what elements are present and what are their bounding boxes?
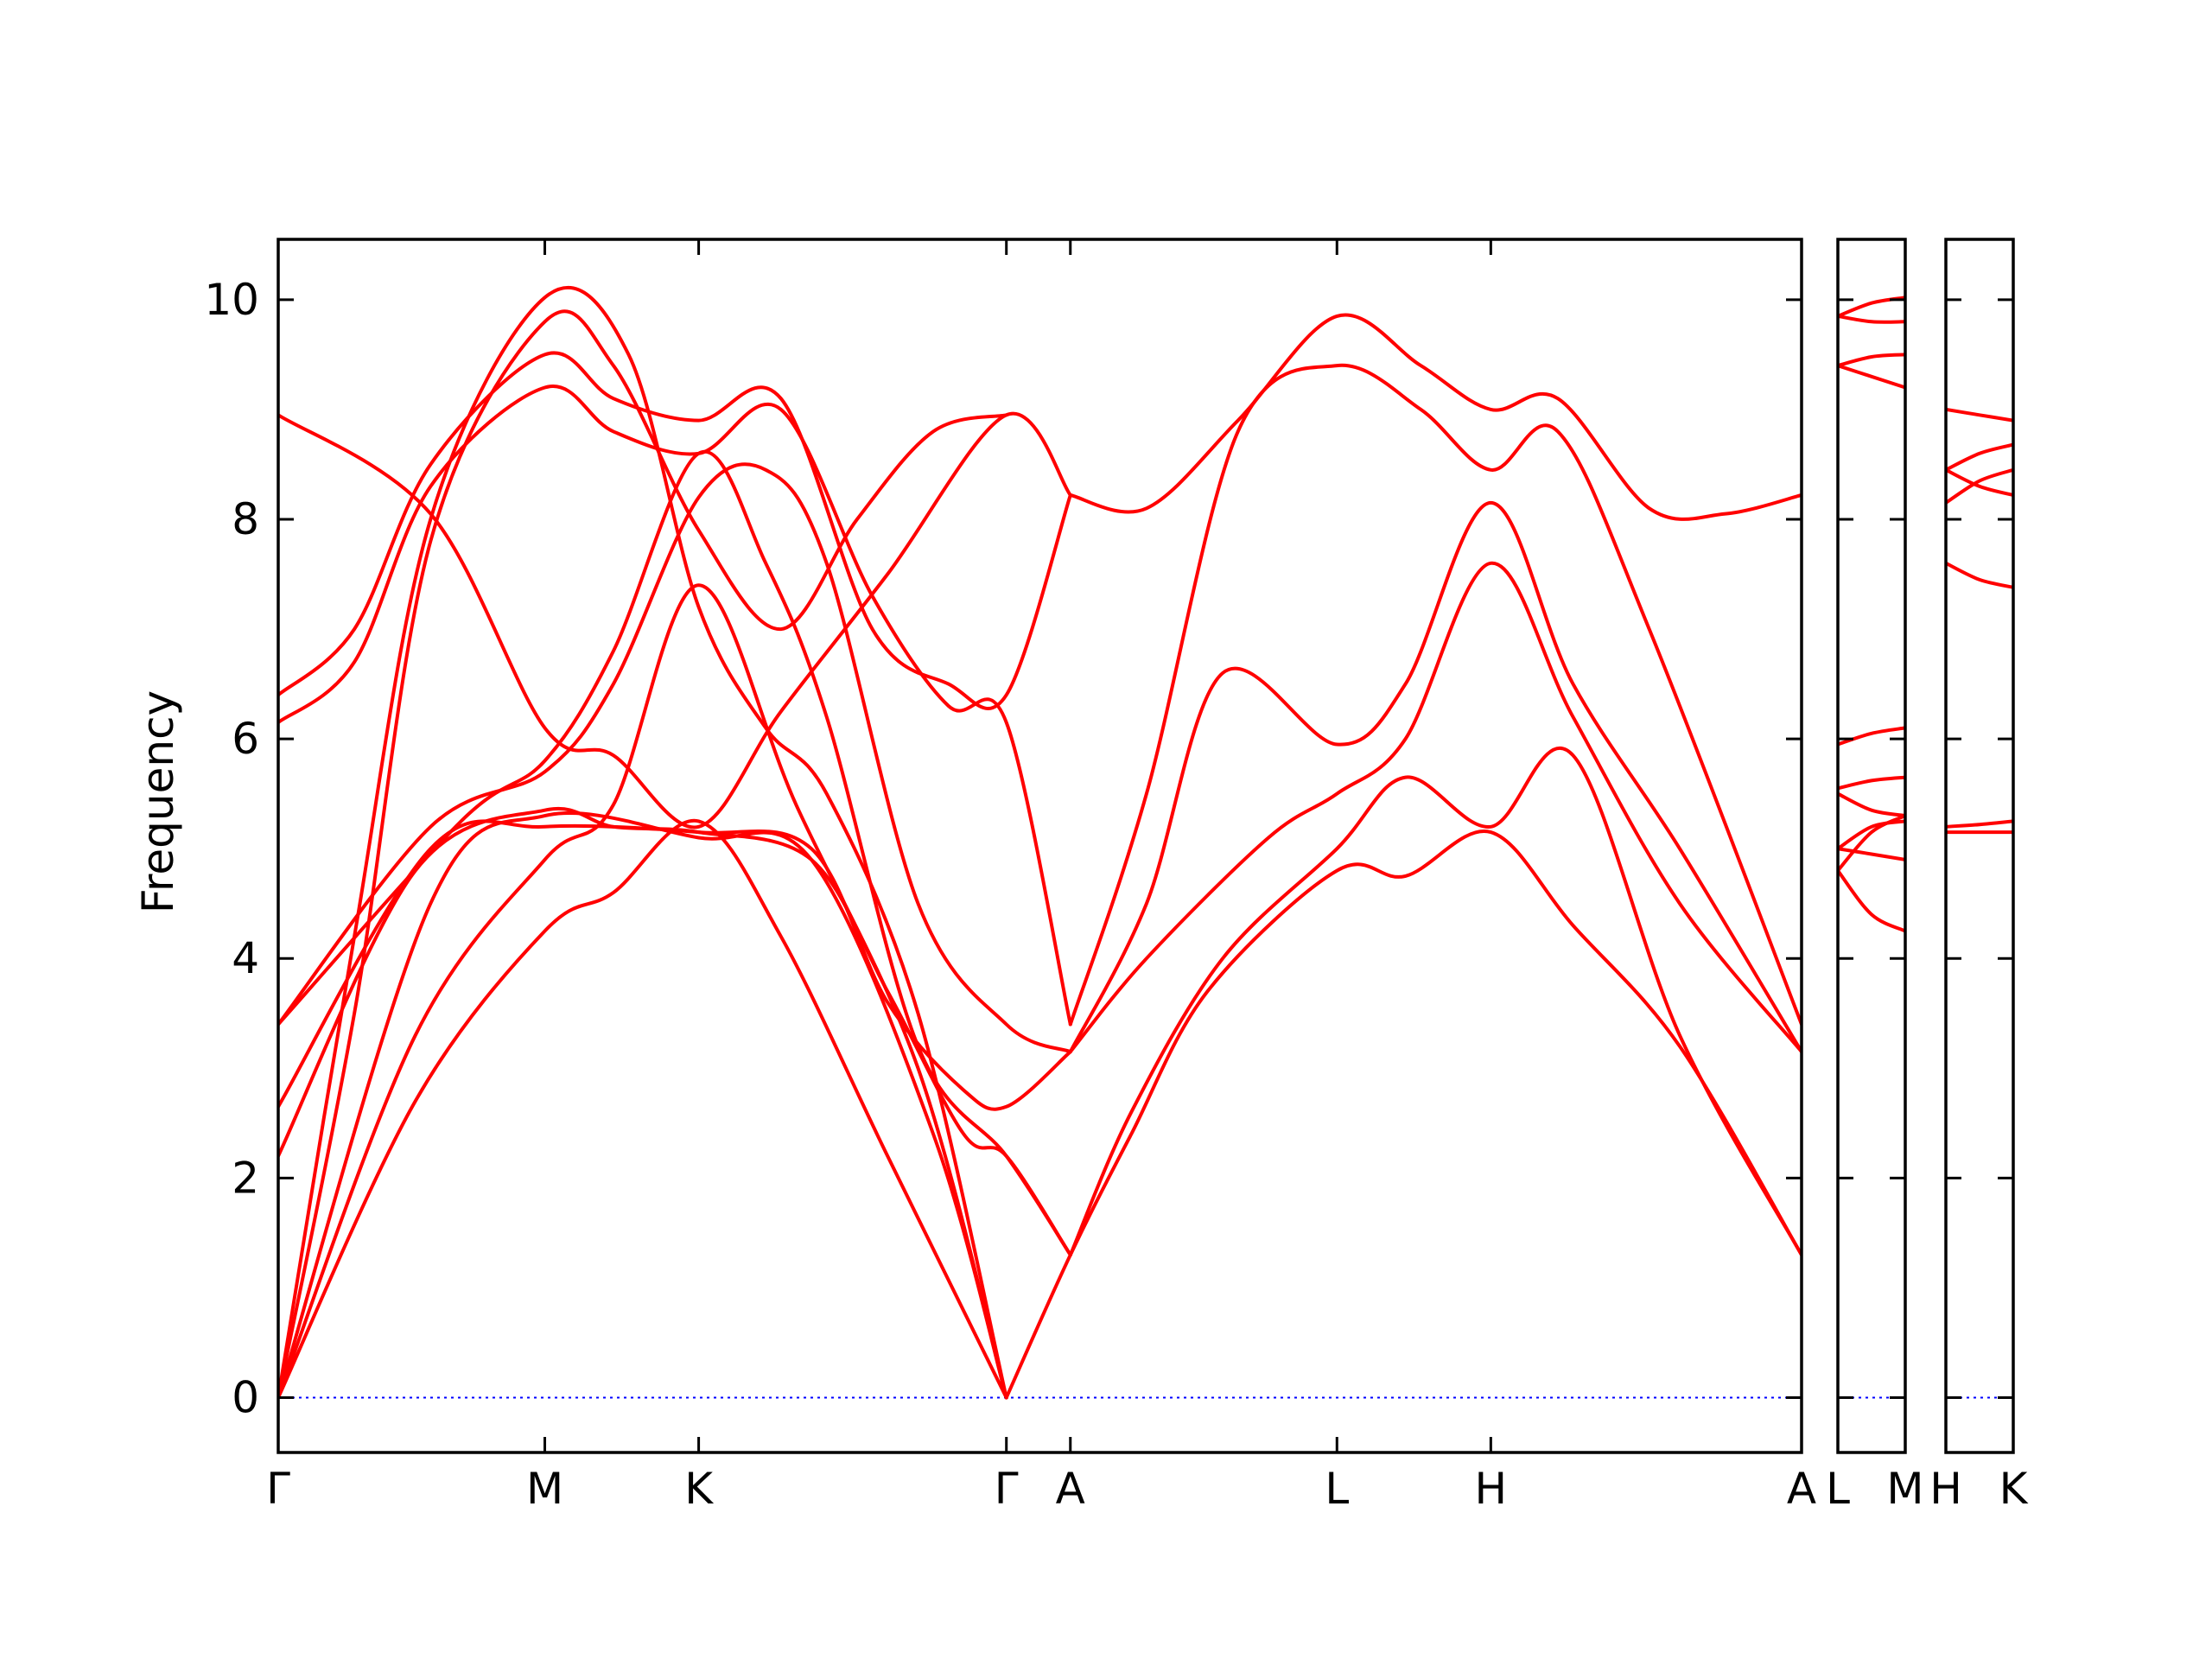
y-tick-label: 6 [232, 714, 259, 764]
band-line-10 [278, 411, 1072, 830]
band-line-18 [1068, 313, 1802, 521]
x-tick-label: Γ [266, 1464, 290, 1514]
x-tick-label: A [1787, 1464, 1816, 1514]
band-line-8 [1838, 364, 1905, 390]
band-line-17 [1068, 363, 1802, 1027]
bands [1946, 407, 2013, 835]
band-line-11 [278, 309, 1008, 1400]
bands [1838, 296, 1905, 933]
y-tick-label: 4 [232, 933, 259, 983]
band-line-2 [1838, 814, 1905, 873]
band-line-4 [1946, 467, 2013, 505]
band-line-7 [278, 449, 1072, 1257]
band-line-1 [278, 818, 1008, 1400]
band-line-4 [1838, 819, 1905, 851]
band-line-5 [1838, 791, 1905, 818]
band-line-2 [1946, 819, 2013, 829]
x-tick-label: L [1325, 1464, 1349, 1514]
band-line-15 [1068, 561, 1802, 1054]
bands [278, 285, 1802, 1400]
band-line-7 [1946, 407, 2013, 423]
y-tick-label: 2 [232, 1153, 259, 1203]
band-line-3 [1946, 561, 2013, 589]
x-tick-label: L [1826, 1464, 1850, 1514]
band-line-3 [278, 811, 1008, 1400]
y-tick-label: 0 [232, 1372, 259, 1422]
band-line-6 [1946, 442, 2013, 472]
band-line-5 [1946, 467, 2013, 497]
band-line-10 [1838, 314, 1905, 324]
x-tick-label: K [1999, 1464, 2029, 1514]
band-line-3 [1838, 847, 1905, 861]
y-tick-label: 8 [232, 494, 259, 544]
x-tick-label: A [1056, 1464, 1085, 1514]
x-tick-label: H [1475, 1464, 1508, 1514]
plot-frame [1944, 238, 2015, 1454]
band-line-1 [1838, 868, 1905, 933]
plot-frame [1836, 238, 1907, 1454]
x-tick-label: H [1929, 1464, 1962, 1514]
band-line-13 [1004, 829, 1802, 1400]
band-line-12 [278, 285, 1008, 1400]
band-line-8 [278, 385, 1072, 1027]
band-line-2 [278, 583, 1008, 1400]
x-tick-label: M [526, 1464, 563, 1514]
y-tick-label: 10 [204, 275, 259, 325]
band-line-9 [278, 351, 1072, 710]
plot-frame [276, 238, 1803, 1454]
band-line-16 [1068, 500, 1802, 1054]
band-line-5 [278, 819, 1072, 1111]
x-tick-label: M [1886, 1464, 1923, 1514]
band-line-7 [1838, 726, 1905, 747]
x-tick-label: K [684, 1464, 714, 1514]
band-line-14 [1068, 746, 1802, 1257]
band-line-9 [1838, 353, 1905, 368]
band-line-6 [278, 462, 1072, 1054]
y-axis-label: Frequency [133, 690, 183, 913]
x-tick-label: Γ [995, 1464, 1019, 1514]
band-line-6 [1838, 775, 1905, 791]
